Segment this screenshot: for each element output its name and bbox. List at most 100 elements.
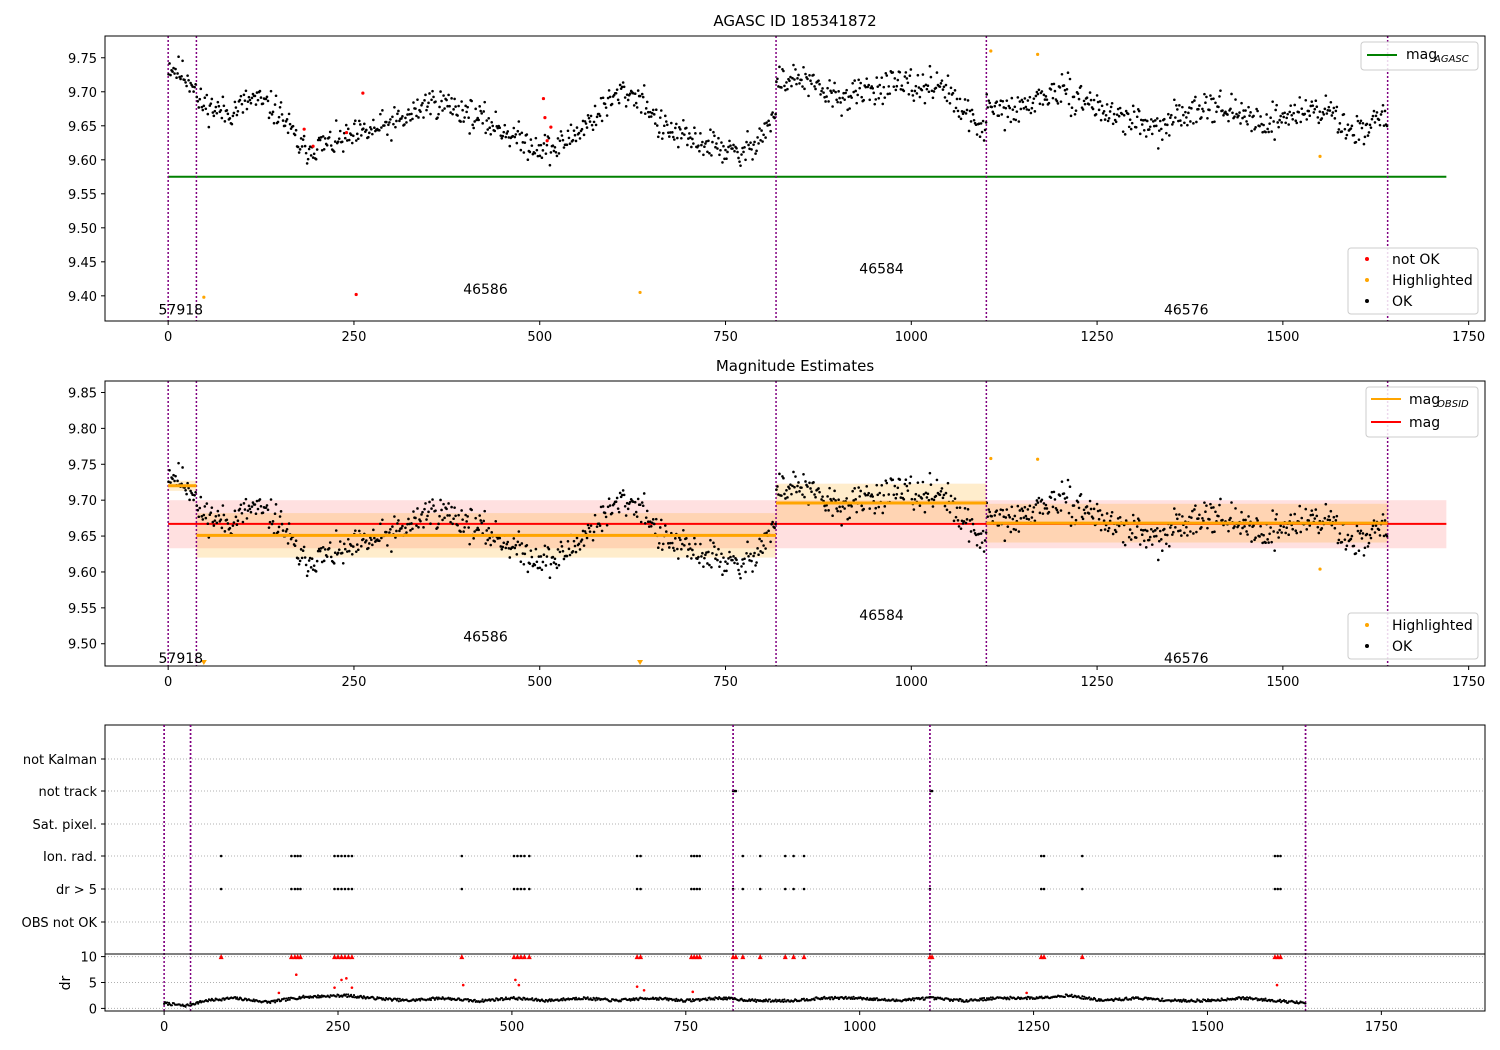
ok-point bbox=[1079, 492, 1083, 496]
not-ok-point bbox=[545, 139, 549, 143]
ok-point bbox=[168, 62, 171, 65]
ok-point bbox=[213, 109, 217, 113]
ok-point bbox=[586, 523, 590, 527]
ok-point bbox=[881, 102, 885, 106]
ok-point bbox=[1171, 123, 1174, 126]
ok-point bbox=[1023, 505, 1027, 509]
ok-point bbox=[984, 531, 988, 534]
ok-point bbox=[791, 76, 794, 80]
ok-point bbox=[460, 100, 463, 103]
ok-point bbox=[959, 527, 963, 530]
ok-point bbox=[505, 132, 509, 135]
ok-point bbox=[267, 526, 271, 529]
ok-point bbox=[1361, 121, 1365, 125]
ok-point bbox=[721, 161, 724, 164]
ok-point bbox=[553, 146, 557, 149]
ok-point bbox=[697, 144, 700, 147]
ok-point bbox=[742, 562, 745, 565]
ok-point bbox=[1297, 110, 1301, 114]
ok-point bbox=[618, 83, 622, 87]
ok-point bbox=[1197, 517, 1200, 520]
ok-point bbox=[1329, 100, 1333, 104]
ok-point bbox=[599, 505, 603, 509]
flag-point bbox=[792, 887, 795, 891]
ok-point bbox=[1334, 519, 1338, 522]
ok-point bbox=[211, 111, 215, 114]
ok-point bbox=[896, 78, 900, 82]
ok-point bbox=[554, 151, 558, 154]
x-tick-label: 1500 bbox=[1266, 675, 1299, 690]
ok-point bbox=[310, 557, 314, 560]
x-tick-label: 1250 bbox=[1081, 330, 1114, 345]
ok-point bbox=[1327, 105, 1331, 109]
ok-point bbox=[567, 547, 571, 551]
ok-point bbox=[1239, 532, 1242, 535]
ok-point bbox=[995, 100, 999, 104]
ok-point bbox=[369, 125, 372, 129]
dr-point bbox=[449, 997, 452, 1000]
ok-point bbox=[1170, 113, 1173, 117]
ok-point bbox=[271, 110, 275, 114]
ok-point bbox=[208, 513, 212, 517]
ok-point bbox=[383, 124, 386, 127]
ok-point bbox=[197, 515, 201, 519]
ok-point bbox=[645, 100, 649, 104]
ok-point bbox=[561, 549, 565, 553]
ok-point bbox=[1031, 510, 1035, 514]
dr-point bbox=[1027, 995, 1030, 999]
flag-point bbox=[296, 854, 299, 858]
ok-point bbox=[392, 122, 395, 126]
ok-point bbox=[555, 154, 559, 158]
ok-point bbox=[255, 499, 259, 503]
ok-point bbox=[710, 565, 713, 569]
ok-point bbox=[838, 96, 841, 100]
ok-point bbox=[1013, 105, 1017, 109]
y-tick-label: 5 bbox=[89, 977, 97, 992]
ok-point bbox=[1069, 114, 1073, 118]
ok-point bbox=[634, 510, 638, 514]
ok-point bbox=[1095, 94, 1099, 97]
ok-point bbox=[1100, 104, 1104, 108]
flag-row-label: not Kalman bbox=[23, 753, 97, 768]
ok-point bbox=[533, 563, 537, 567]
dr-overflow-marker bbox=[459, 954, 465, 960]
ok-point bbox=[828, 79, 831, 82]
ok-point bbox=[1107, 116, 1111, 120]
ok-point bbox=[547, 547, 551, 551]
ok-point bbox=[1139, 118, 1143, 122]
ok-point bbox=[462, 530, 465, 533]
ok-point bbox=[436, 116, 439, 119]
legend-subscript: AGASC bbox=[1433, 54, 1469, 65]
ok-point bbox=[800, 486, 803, 489]
ok-point bbox=[390, 550, 393, 553]
ok-point bbox=[309, 566, 313, 569]
dr-flagged-point bbox=[461, 983, 465, 987]
ok-point bbox=[394, 125, 397, 129]
ok-point bbox=[709, 128, 712, 132]
ok-point bbox=[274, 94, 278, 98]
dr-axis-label: dr bbox=[58, 975, 74, 990]
ok-point bbox=[620, 493, 624, 497]
ok-point bbox=[652, 113, 656, 116]
highlighted-point bbox=[1318, 567, 1322, 571]
ok-point bbox=[1107, 526, 1111, 530]
ok-point bbox=[513, 546, 517, 550]
ok-point bbox=[1142, 128, 1146, 132]
ok-point bbox=[342, 131, 346, 135]
ok-point bbox=[535, 560, 539, 564]
ok-point bbox=[820, 89, 823, 93]
ok-point bbox=[371, 132, 374, 136]
ok-point bbox=[971, 113, 975, 116]
ok-point bbox=[482, 519, 486, 523]
ok-point bbox=[521, 552, 525, 555]
ok-point bbox=[336, 551, 340, 555]
highlighted-point bbox=[1036, 52, 1040, 56]
ok-point bbox=[1367, 541, 1371, 545]
ok-point bbox=[544, 152, 548, 155]
ok-point bbox=[1233, 115, 1236, 118]
ok-point bbox=[823, 504, 826, 508]
ok-point bbox=[1166, 123, 1169, 127]
ok-point bbox=[1021, 509, 1025, 513]
ok-point bbox=[1284, 531, 1287, 535]
